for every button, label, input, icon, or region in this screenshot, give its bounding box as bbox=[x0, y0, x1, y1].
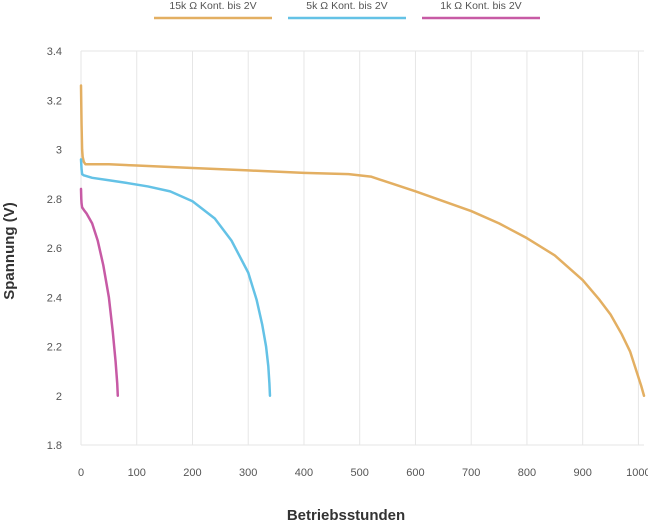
series-line-1 bbox=[79, 84, 646, 397]
x-tick-label: 300 bbox=[239, 467, 257, 479]
x-tick-label: 0 bbox=[78, 467, 84, 479]
x-tick-label: 900 bbox=[574, 467, 592, 479]
legend-label: 5k Ω Kont. bis 2V bbox=[306, 0, 387, 12]
y-tick-label: 2.8 bbox=[47, 194, 62, 206]
x-tick-label: 500 bbox=[351, 467, 369, 479]
x-axis-title: Betriebsstunden bbox=[287, 507, 405, 521]
y-tick-labels: 1.8 2 2.2 2.4 2.6 2.8 3 3.2 3.4 bbox=[47, 46, 62, 452]
x-tick-labels: 0 100 200 300 400 500 600 700 800 900 1000 bbox=[78, 467, 648, 479]
grid bbox=[80, 50, 644, 446]
y-tick-label: 3 bbox=[56, 145, 62, 157]
y-tick-label: 2 bbox=[56, 391, 62, 403]
legend-label: 15k Ω Kont. bis 2V bbox=[169, 0, 256, 12]
x-tick-label: 700 bbox=[462, 467, 480, 479]
legend: 15k Ω Kont. bis 2V 5k Ω Kont. bis 2V 1k Ω … bbox=[154, 0, 540, 20]
x-tick-label: 1000 bbox=[626, 467, 648, 479]
series-line-3 bbox=[79, 187, 120, 397]
x-tick-label: 800 bbox=[518, 467, 536, 479]
series-lines bbox=[79, 84, 646, 397]
y-tick-label: 2.4 bbox=[47, 292, 62, 304]
y-tick-label: 3.2 bbox=[47, 95, 62, 107]
y-tick-label: 3.4 bbox=[47, 46, 62, 58]
y-tick-label: 2.2 bbox=[47, 342, 62, 354]
x-tick-label: 200 bbox=[183, 467, 201, 479]
series-line-2 bbox=[79, 158, 272, 397]
x-tick-label: 600 bbox=[406, 467, 424, 479]
x-tick-label: 100 bbox=[128, 467, 146, 479]
y-tick-label: 1.8 bbox=[47, 440, 62, 452]
x-tick-label: 400 bbox=[295, 467, 313, 479]
y-tick-label: 2.6 bbox=[47, 243, 62, 255]
y-axis-title: Spannung (V) bbox=[1, 202, 18, 300]
legend-label: 1k Ω Kont. bis 2V bbox=[440, 0, 521, 12]
